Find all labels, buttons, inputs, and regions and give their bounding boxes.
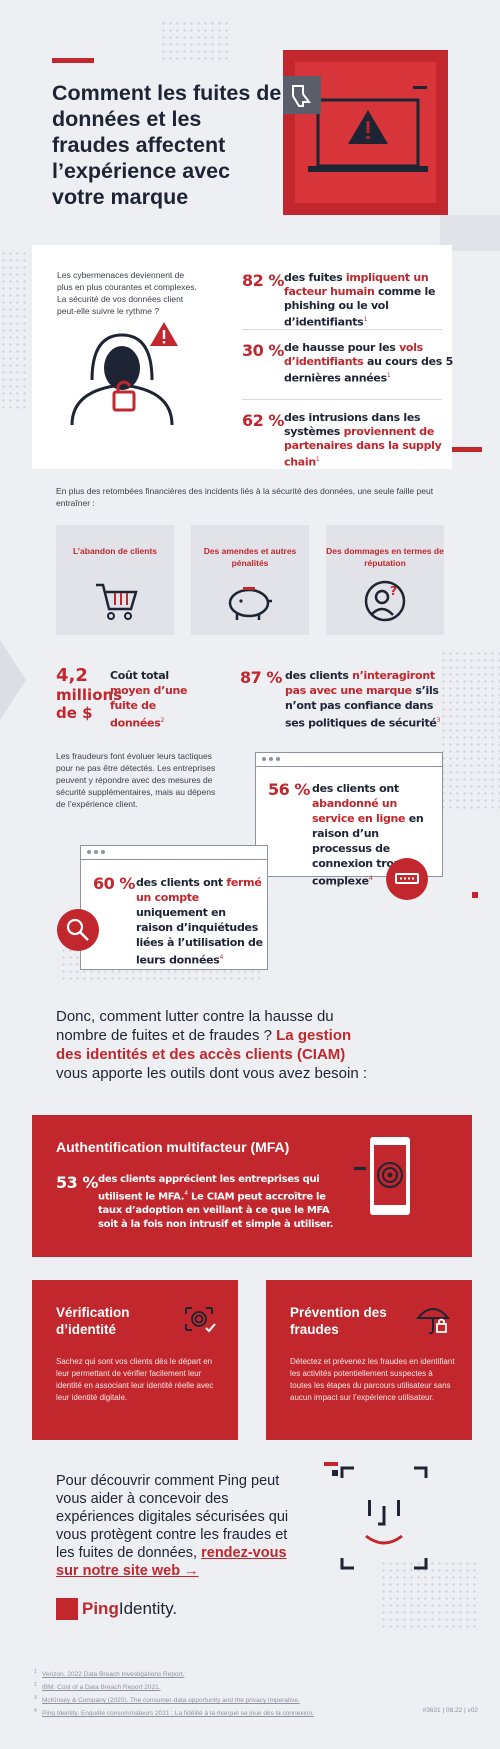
dot-pattern bbox=[0, 250, 30, 410]
stat-text: de hausse pour les vols d’identifiants a… bbox=[284, 341, 453, 385]
password-icon bbox=[386, 858, 428, 900]
dot-pattern bbox=[160, 20, 230, 60]
consequences-intro: En plus des retombées financières des in… bbox=[56, 486, 434, 508]
svg-text:?: ? bbox=[390, 584, 397, 598]
fingerprint-check-icon bbox=[185, 1307, 216, 1333]
piggy-bank-icon bbox=[228, 587, 272, 620]
website-link[interactable]: rendez-vous sur notre site web → bbox=[56, 1545, 287, 1579]
cost-figure: 4,2 millions de $ bbox=[56, 665, 123, 723]
consequence-tile: L’abandon de clients bbox=[56, 525, 174, 635]
cost-text: Coût total moyen d’une fuite de données2 bbox=[110, 669, 188, 730]
laptop-alert-icon bbox=[283, 76, 428, 172]
intro-text: Les cybermenaces deviennent de plus en p… bbox=[57, 270, 197, 316]
browser-window bbox=[80, 845, 268, 970]
magnifier-icon bbox=[57, 909, 99, 951]
hacker-illustration bbox=[70, 322, 178, 426]
abandon-percent: 56 % bbox=[268, 780, 310, 799]
trust-text: des clients n’interagiront pas avec une … bbox=[285, 669, 441, 730]
feature-title: Prévention des fraudes bbox=[290, 1305, 387, 1337]
mfa-text: des clients apprécient les entreprises q… bbox=[98, 1174, 334, 1231]
mfa-banner: Authentification multifacteur (MFA) 53 %… bbox=[32, 1115, 472, 1257]
tile-label: L’abandon de clients bbox=[72, 546, 158, 556]
stat-percent: 82 % bbox=[242, 271, 284, 290]
document-code: #3631 | 08.22 | v02 bbox=[422, 1707, 478, 1714]
cost-unit: millions de $ bbox=[56, 686, 123, 722]
tile-label: Des dommages en termes de réputation bbox=[326, 546, 444, 568]
logo-mark bbox=[56, 1598, 78, 1620]
reference-item[interactable]: 1 Verizon. 2022 Data Breach Investigation… bbox=[34, 1669, 185, 1678]
tile-label: Des amendes et autres pénalités bbox=[203, 546, 297, 568]
consequence-tile: Des amendes et autres pénalités bbox=[191, 525, 309, 635]
hero-illustration bbox=[283, 50, 448, 215]
stat-text: des intrusions dans les systèmes provien… bbox=[284, 411, 442, 469]
cta-text: Pour découvrir comment Ping peut vous ai… bbox=[56, 1473, 289, 1579]
decor-bar bbox=[452, 447, 482, 452]
umbrella-lock-icon bbox=[416, 1308, 450, 1335]
user-question-icon: ? bbox=[364, 580, 406, 622]
stat-percent: 62 % bbox=[242, 411, 284, 430]
decor-chevron bbox=[0, 640, 26, 720]
feature-title: Vérification d’identité bbox=[56, 1305, 130, 1337]
window-titlebar bbox=[81, 846, 267, 860]
ping-identity-logo: Ping Identity. bbox=[56, 1596, 177, 1622]
face-scan-icon bbox=[324, 1462, 428, 1570]
feature-text: Détectez et prévenez les fraudes en iden… bbox=[290, 1357, 455, 1402]
trust-percent: 87 % bbox=[240, 668, 282, 687]
fraud-text: Les fraudeurs font évoluer leurs tactiqu… bbox=[56, 751, 216, 809]
reference-item[interactable]: 4 Ping Identity. Enquête consommateurs 20… bbox=[34, 1708, 314, 1717]
references-list: 1 Verizon. 2022 Data Breach Investigation… bbox=[34, 1668, 394, 1720]
mfa-title: Authentification multifacteur (MFA) bbox=[56, 1139, 290, 1155]
reference-item[interactable]: 3 McKinsey & Company (2020). The consumer… bbox=[34, 1695, 300, 1704]
browser-window bbox=[255, 752, 443, 877]
closed-text: des clients ont fermé un compte uniqueme… bbox=[136, 876, 263, 967]
accent-bar bbox=[52, 58, 94, 63]
divider bbox=[242, 399, 442, 400]
shopping-cart-icon bbox=[96, 583, 138, 620]
stat-percent: 30 % bbox=[242, 341, 284, 360]
consequence-tile: Des dommages en termes de réputation ? bbox=[326, 525, 444, 635]
phone-fingerprint-icon bbox=[354, 1137, 410, 1215]
dot-pattern bbox=[380, 1560, 480, 1630]
mfa-percent: 53 % bbox=[56, 1173, 98, 1192]
ciam-question: Donc, comment lutter contre la hausse du… bbox=[56, 1008, 368, 1082]
dot-pattern bbox=[440, 650, 500, 810]
divider bbox=[242, 329, 442, 330]
logo-text: Identity. bbox=[118, 1599, 178, 1618]
abandon-text: des clients ont abandonné un service en … bbox=[312, 782, 424, 888]
stats-card: Les cybermenaces deviennent de plus en p… bbox=[32, 245, 453, 469]
cost-number: 4,2 bbox=[56, 665, 88, 686]
closed-percent: 60 % bbox=[93, 874, 135, 893]
window-titlebar bbox=[256, 753, 442, 767]
feature-card-verification: Vérification d’identité Sachez qui sont … bbox=[32, 1280, 238, 1440]
decor-square bbox=[472, 892, 478, 898]
page-title: Comment les fuites de données et les fra… bbox=[52, 81, 282, 209]
reference-item[interactable]: 2 IBM. Cost of a Data Breach Report 2021. bbox=[34, 1682, 161, 1691]
stat-text: des fuites impliquent un facteur humain … bbox=[284, 271, 436, 329]
logo-text: Ping bbox=[82, 1599, 119, 1618]
feature-text: Sachez qui sont vos clients dès le dépar… bbox=[56, 1357, 214, 1402]
feature-card-fraud-prevention: Prévention des fraudes Détectez et préve… bbox=[266, 1280, 472, 1440]
